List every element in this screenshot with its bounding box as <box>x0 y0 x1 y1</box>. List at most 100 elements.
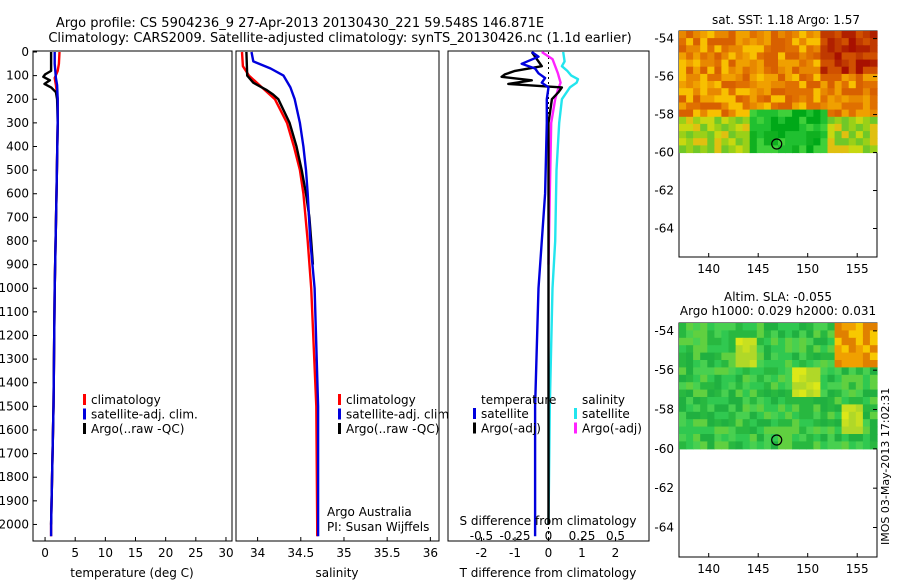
heatmap-cell <box>813 123 822 132</box>
heatmap-cell <box>700 434 708 442</box>
heatmap-cell <box>693 145 701 154</box>
heatmap-cell <box>721 411 730 420</box>
heatmap-cell <box>799 397 807 405</box>
heatmap-cell <box>707 66 715 75</box>
heatmap-cell <box>813 404 822 413</box>
heatmap-cell <box>721 419 730 428</box>
heatmap-cell <box>714 337 723 346</box>
heatmap-cell <box>756 52 765 61</box>
heatmap-cell <box>792 95 800 103</box>
heatmap-cell <box>728 52 737 61</box>
heatmap-cell <box>707 345 715 354</box>
heatmap-cell <box>813 131 822 139</box>
s-satellite-difference-line <box>547 51 580 525</box>
heatmap-cell <box>841 145 850 154</box>
satellite-legend-swatch <box>83 408 86 420</box>
heatmap-cell <box>862 52 871 61</box>
heatmap-cell <box>799 88 807 96</box>
heatmap-cell <box>742 411 751 420</box>
heatmap-cell <box>813 31 822 39</box>
lat-tick-label: -60 <box>654 146 674 160</box>
heatmap-cell <box>848 109 857 118</box>
heatmap-cell <box>693 411 701 420</box>
heatmap-cell <box>785 330 793 339</box>
heatmap-cell <box>799 109 807 118</box>
heatmap-cell <box>770 109 779 118</box>
heatmap-cell <box>707 337 715 346</box>
heatmap-cell <box>679 73 687 82</box>
lat-tick-label: -64 <box>654 222 674 236</box>
heatmap-cell <box>728 102 737 111</box>
heatmap-cell <box>841 411 850 420</box>
heatmap-cell <box>869 73 878 82</box>
depth-tick-label: 1600 <box>0 423 29 437</box>
argo-legend-swatch <box>83 423 86 434</box>
depth-tick-label: 1000 <box>0 281 29 295</box>
heatmap-cell <box>686 411 694 420</box>
heatmap-cell <box>841 52 850 61</box>
heatmap-cell <box>742 102 751 111</box>
heatmap-cell <box>799 59 807 68</box>
heatmap-cell <box>728 419 737 428</box>
heatmap-cell <box>813 360 822 368</box>
heatmap-cell <box>806 88 814 96</box>
heatmap-cell <box>714 95 723 103</box>
heatmap-cell <box>700 52 708 61</box>
heatmap-cell <box>820 426 829 435</box>
heatmap-cell <box>792 419 800 428</box>
heatmap-cell <box>778 397 786 405</box>
heatmap-cell <box>792 434 800 442</box>
heatmap-cell <box>763 138 772 146</box>
heatmap-cell <box>778 323 786 331</box>
heatmap-cell <box>855 441 864 450</box>
heatmap-cell <box>820 389 829 398</box>
heatmap-cell <box>820 81 829 89</box>
heatmap-cell <box>862 73 871 82</box>
heatmap-cell <box>799 45 807 53</box>
heatmap-cell <box>862 434 871 442</box>
salinity-axis-ticks: 34 34.5 35 35.5 36 <box>250 537 438 560</box>
heatmap-cell <box>799 382 807 391</box>
heatmap-cell <box>686 330 694 339</box>
heatmap-cell <box>848 330 857 339</box>
heatmap-cell <box>827 88 836 96</box>
depth-tick-label: 1400 <box>0 376 29 390</box>
heatmap-cell <box>827 337 836 346</box>
heatmap-cell <box>820 397 829 405</box>
depth-tick-label: 200 <box>6 92 29 106</box>
heatmap-cell <box>714 131 723 139</box>
heatmap-cell <box>700 367 708 376</box>
heatmap-cell <box>792 374 800 383</box>
heatmap-cell <box>869 337 878 346</box>
heatmap-cell <box>742 404 751 413</box>
heatmap-cell <box>848 360 857 368</box>
heatmap-cell <box>792 404 800 413</box>
heatmap-cell <box>862 426 871 435</box>
heatmap-cell <box>799 330 807 339</box>
heatmap-cell <box>742 31 751 39</box>
heatmap-cell <box>693 434 701 442</box>
heatmap-cell <box>834 131 843 139</box>
heatmap-cell <box>763 88 772 96</box>
temperature-tick-label: 25 <box>188 546 203 560</box>
heatmap-cell <box>841 360 850 368</box>
heatmap-cell <box>834 323 843 331</box>
temperature-tick-label: 0 <box>41 546 49 560</box>
heatmap-cell <box>785 382 793 391</box>
heatmap-cell <box>785 38 793 46</box>
heatmap-cell <box>714 145 723 154</box>
heatmap-cell <box>855 367 864 376</box>
heatmap-cell <box>848 88 857 96</box>
heatmap-cell <box>820 374 829 383</box>
heatmap-cell <box>806 397 814 405</box>
heatmap-cell <box>841 382 850 391</box>
heatmap-cell <box>855 411 864 420</box>
heatmap-cell <box>820 360 829 368</box>
heatmap-cell <box>827 382 836 391</box>
heatmap-cell <box>841 59 850 68</box>
heatmap-cell <box>714 426 723 435</box>
heatmap-cell <box>686 31 694 39</box>
heatmap-cell <box>707 411 715 420</box>
heatmap-cell <box>763 411 772 420</box>
